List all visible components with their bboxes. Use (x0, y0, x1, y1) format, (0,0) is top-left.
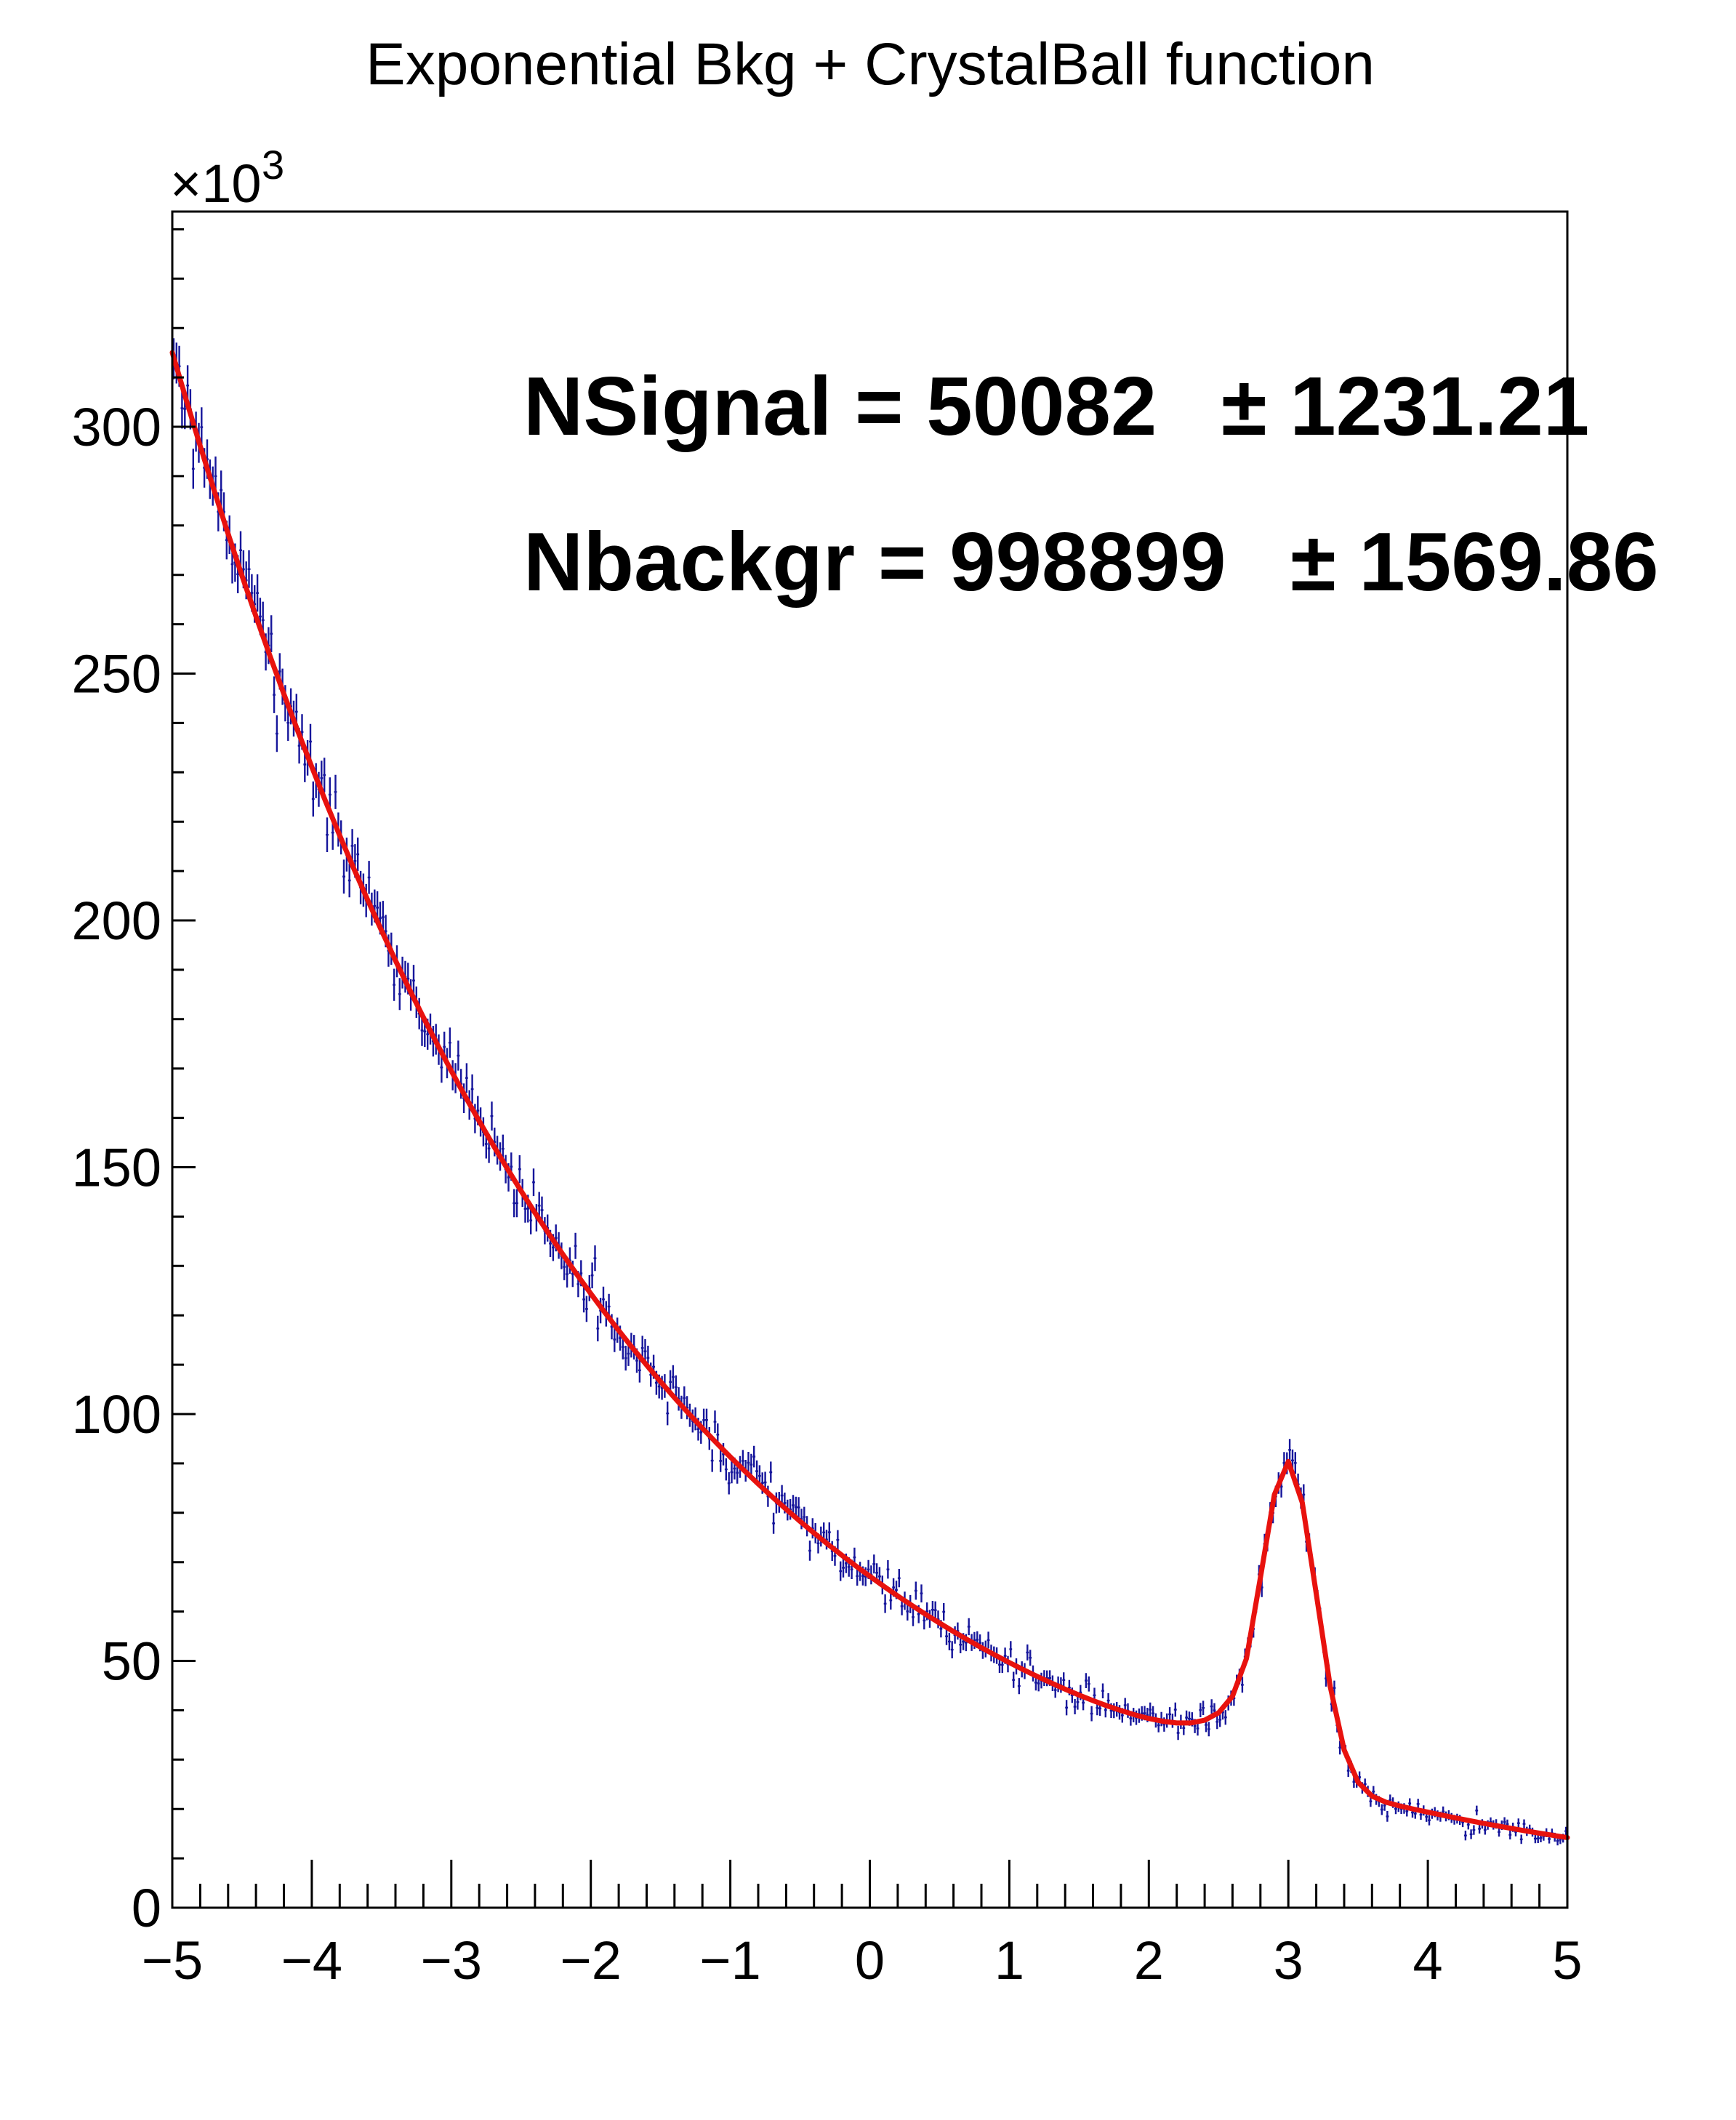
x-tick-label: 3 (1274, 1930, 1303, 1991)
x-tick-label: −2 (560, 1930, 622, 1991)
y-tick-label: 50 (102, 1631, 161, 1692)
y-axis-multiplier: ×10 (170, 153, 262, 214)
y-tick-label: 200 (72, 891, 161, 951)
y-tick-label: 150 (72, 1138, 161, 1198)
y-axis-multiplier-exponent: 3 (262, 142, 284, 188)
x-tick-label: −4 (281, 1930, 342, 1991)
stat-nbackgr: Nbackgr = 998899 ± 1569.86 (523, 516, 1659, 609)
stat-nsignal: NSignal = 50082 ± 1231.21 (523, 361, 1589, 453)
y-tick-label: 250 (72, 644, 161, 704)
plot-frame (171, 210, 1569, 1909)
x-tick-label: −3 (421, 1930, 482, 1991)
x-tick-label: −5 (142, 1930, 203, 1991)
axis-ticks (171, 228, 1569, 1909)
fit-curve (169, 350, 1570, 1841)
x-tick-label: 0 (855, 1930, 885, 1991)
x-tick-label: 4 (1413, 1930, 1443, 1991)
y-tick-label: 100 (72, 1384, 161, 1445)
chart-title: Exponential Bkg + CrystalBall function (366, 31, 1375, 97)
y-tick-label: 0 (132, 1878, 161, 1938)
x-tick-label: −1 (699, 1930, 760, 1991)
x-tick-label: 2 (1134, 1930, 1164, 1991)
x-tick-label: 5 (1552, 1930, 1582, 1991)
x-tick-label: 1 (994, 1930, 1024, 1991)
y-tick-label: 300 (72, 397, 161, 457)
